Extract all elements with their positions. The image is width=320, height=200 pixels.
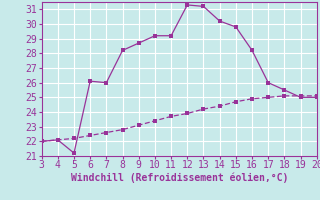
X-axis label: Windchill (Refroidissement éolien,°C): Windchill (Refroidissement éolien,°C)	[70, 173, 288, 183]
